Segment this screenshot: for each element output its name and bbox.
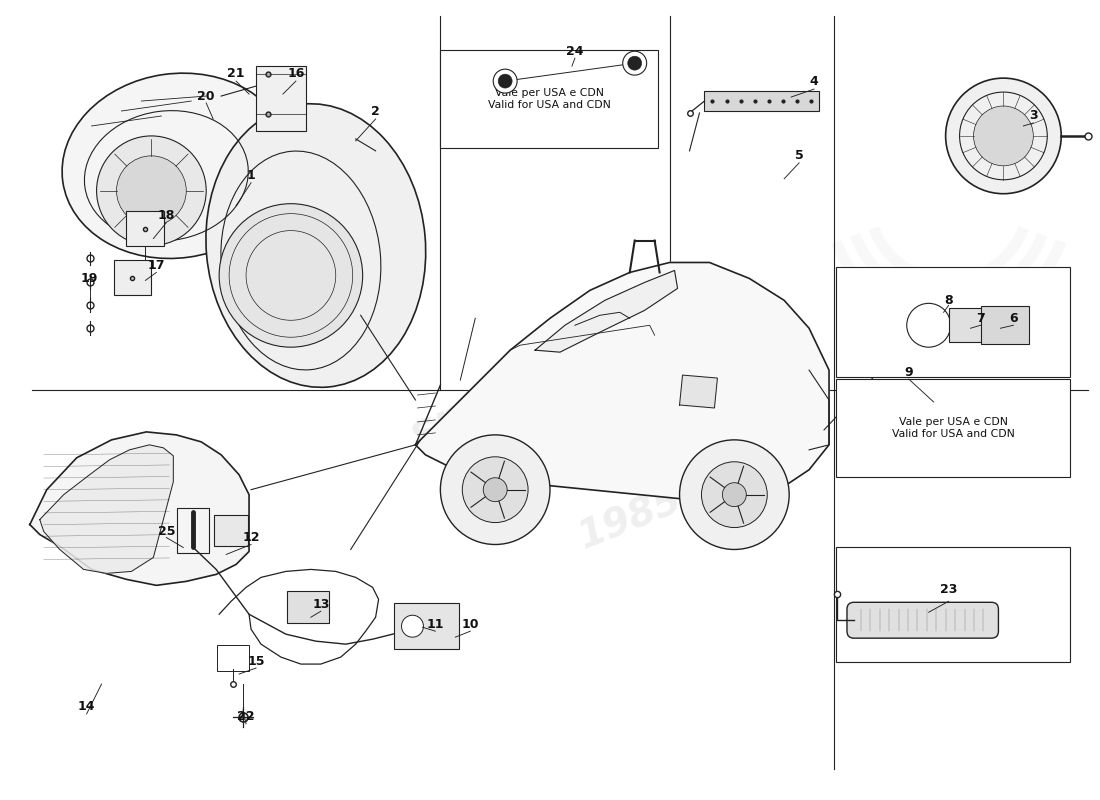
Text: 20: 20 — [197, 90, 215, 102]
Circle shape — [493, 69, 517, 93]
Circle shape — [921, 402, 947, 428]
FancyBboxPatch shape — [214, 514, 249, 546]
Circle shape — [974, 106, 1033, 166]
Text: 9: 9 — [904, 366, 913, 378]
Polygon shape — [535, 270, 678, 352]
Text: 10: 10 — [462, 618, 478, 630]
Circle shape — [440, 435, 550, 545]
Circle shape — [462, 457, 528, 522]
Circle shape — [97, 136, 206, 246]
Circle shape — [402, 615, 424, 637]
Ellipse shape — [206, 104, 426, 387]
FancyBboxPatch shape — [847, 602, 999, 638]
FancyBboxPatch shape — [948, 308, 984, 342]
Text: 21: 21 — [228, 66, 245, 80]
Text: 19: 19 — [81, 272, 98, 285]
FancyBboxPatch shape — [287, 591, 329, 623]
Circle shape — [680, 440, 789, 550]
Text: 5: 5 — [795, 150, 803, 162]
Circle shape — [702, 462, 767, 527]
Text: 18: 18 — [157, 209, 175, 222]
Text: 8: 8 — [944, 294, 953, 307]
Text: 25: 25 — [157, 525, 175, 538]
Text: 2: 2 — [371, 105, 380, 118]
Polygon shape — [30, 432, 249, 586]
FancyBboxPatch shape — [126, 210, 164, 246]
Circle shape — [498, 74, 513, 88]
FancyBboxPatch shape — [980, 306, 1030, 344]
Text: 24: 24 — [566, 45, 584, 58]
FancyBboxPatch shape — [394, 603, 460, 649]
Circle shape — [628, 56, 641, 70]
Polygon shape — [416, 262, 829, 500]
Text: sparesparts: sparesparts — [404, 304, 696, 456]
Text: 17: 17 — [147, 259, 165, 272]
Text: 15: 15 — [248, 654, 265, 667]
Polygon shape — [40, 445, 174, 574]
Text: 23: 23 — [939, 583, 957, 596]
Circle shape — [117, 156, 186, 226]
Text: 14: 14 — [78, 701, 96, 714]
Polygon shape — [680, 375, 717, 408]
Text: 13: 13 — [312, 598, 330, 610]
Text: 1: 1 — [246, 170, 255, 182]
Text: Vale per USA e CDN
Valid for USA and CDN: Vale per USA e CDN Valid for USA and CDN — [892, 417, 1014, 438]
Text: 7: 7 — [976, 312, 984, 325]
Text: 16: 16 — [287, 66, 305, 80]
Text: 4: 4 — [810, 74, 818, 88]
Text: 12: 12 — [242, 531, 260, 544]
Text: 6: 6 — [1009, 312, 1018, 325]
Text: 1985: 1985 — [572, 482, 686, 558]
Text: 11: 11 — [427, 618, 444, 630]
FancyBboxPatch shape — [113, 261, 152, 295]
FancyBboxPatch shape — [440, 50, 658, 148]
FancyBboxPatch shape — [836, 267, 1070, 377]
FancyBboxPatch shape — [704, 91, 820, 111]
Text: Vale per USA e CDN
Valid for USA and CDN: Vale per USA e CDN Valid for USA and CDN — [487, 88, 610, 110]
FancyBboxPatch shape — [836, 547, 1070, 662]
Circle shape — [483, 478, 507, 502]
Circle shape — [946, 78, 1062, 194]
FancyBboxPatch shape — [256, 66, 306, 131]
Ellipse shape — [62, 73, 290, 258]
Circle shape — [219, 204, 363, 347]
Text: 3: 3 — [1028, 110, 1037, 122]
Circle shape — [723, 482, 746, 506]
Circle shape — [623, 51, 647, 75]
FancyBboxPatch shape — [836, 379, 1070, 477]
Circle shape — [906, 303, 950, 347]
Text: 22: 22 — [238, 710, 255, 723]
